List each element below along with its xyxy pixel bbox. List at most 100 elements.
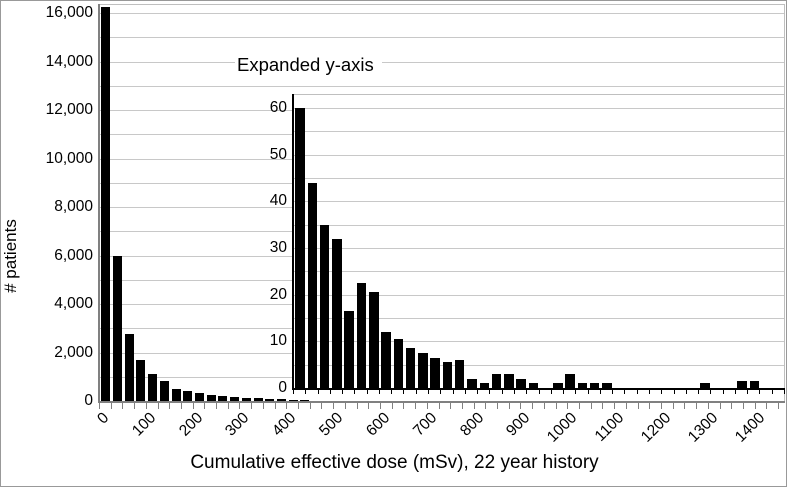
- inset-y-tick-label: 0: [278, 379, 287, 396]
- inset-gridline: [293, 154, 784, 156]
- main-x-tick: [426, 403, 428, 409]
- inset-y-tick-label: 50: [269, 145, 287, 163]
- inset-x-tick: [550, 390, 552, 394]
- inset-gridline: [293, 364, 784, 366]
- inset-bar: [356, 283, 367, 388]
- inset-x-tick: [526, 390, 528, 394]
- main-y-tick-label: 8,000: [54, 198, 93, 215]
- main-x-tick: [333, 403, 335, 409]
- main-x-tick: [216, 403, 218, 409]
- inset-x-tick: [685, 390, 687, 394]
- main-x-tick: [344, 403, 346, 409]
- inset-gridline: [293, 271, 784, 273]
- inset-bar: [442, 362, 453, 388]
- inset-bar: [405, 348, 416, 388]
- inset-bar: [418, 353, 428, 388]
- main-gridline: [99, 61, 784, 63]
- inset-gridline: [293, 318, 784, 319]
- main-y-tick-label: 4,000: [54, 295, 93, 312]
- inset-plot-border-top: [293, 94, 785, 95]
- main-x-tick: [614, 403, 616, 409]
- main-x-tick: [239, 403, 241, 409]
- main-x-tick: [251, 403, 253, 409]
- inset-gridline: [293, 294, 784, 296]
- inset-x-tick: [403, 390, 405, 394]
- inset-bar: [479, 383, 489, 388]
- main-gridline: [99, 37, 784, 39]
- inset-gridline: [293, 201, 784, 203]
- inset-bar: [528, 383, 539, 388]
- inset-gridline: [293, 108, 784, 109]
- main-y-axis-line: [98, 4, 100, 401]
- inset-x-tick: [759, 390, 761, 394]
- main-y-tick-label: 12,000: [45, 101, 93, 118]
- main-x-tick: [157, 403, 159, 409]
- main-x-tick: [286, 403, 288, 409]
- inset-x-tick: [612, 390, 614, 394]
- main-bar: [148, 374, 158, 401]
- main-x-tick: [497, 403, 499, 409]
- main-x-tick: [742, 403, 744, 409]
- main-x-tick: [696, 403, 698, 409]
- main-x-tick: [637, 403, 639, 409]
- inset-bar: [319, 224, 330, 388]
- main-x-tick: [379, 403, 381, 409]
- main-x-tick: [145, 403, 147, 409]
- inset-x-tick: [698, 390, 700, 394]
- main-x-tick: [543, 403, 545, 409]
- inset-x-tick: [624, 390, 626, 394]
- main-x-tick: [485, 403, 487, 409]
- main-x-tick: [532, 403, 534, 409]
- main-x-tick: [450, 403, 452, 409]
- main-x-tick: [298, 403, 300, 409]
- main-bar: [300, 399, 310, 401]
- main-x-tick: [180, 403, 182, 409]
- inset-bar: [344, 311, 354, 388]
- main-bar: [206, 394, 216, 401]
- main-bar: [288, 399, 298, 401]
- inset-bar: [577, 383, 588, 388]
- main-bar: [136, 359, 146, 401]
- main-x-tick: [274, 403, 276, 409]
- inset-bar: [504, 374, 514, 388]
- main-x-tick: [579, 403, 581, 409]
- main-x-tick: [321, 403, 323, 409]
- inset-x-tick: [636, 390, 638, 394]
- inset-bar: [369, 292, 379, 388]
- main-bar: [218, 396, 228, 401]
- inset-plot-border-right: [784, 94, 785, 388]
- main-bar: [230, 397, 240, 401]
- inset-x-tick: [293, 390, 294, 394]
- main-x-tick: [473, 403, 475, 409]
- inset-y-tick-label: 30: [269, 239, 287, 256]
- inset-x-tick: [329, 390, 331, 394]
- main-x-tick: [766, 403, 768, 409]
- main-x-tick: [520, 403, 522, 409]
- inset-x-tick: [366, 390, 368, 394]
- inset-y-tick-label: 20: [269, 285, 287, 303]
- main-x-tick: [122, 403, 124, 409]
- inset-x-tick: [661, 390, 663, 394]
- main-x-tick: [649, 403, 651, 409]
- inset-y-axis-line: [292, 94, 294, 388]
- main-bar: [195, 392, 205, 401]
- inset-x-tick: [734, 390, 736, 394]
- main-y-tick-label: 10,000: [45, 149, 93, 167]
- main-x-axis-line: [98, 401, 785, 403]
- inset-x-axis-line: [292, 388, 785, 390]
- main-bar: [241, 397, 251, 401]
- main-x-tick: [134, 403, 136, 409]
- main-x-tick: [99, 403, 100, 409]
- inset-x-tick: [673, 390, 675, 394]
- main-y-tick-label: 0: [84, 392, 93, 409]
- inset-bar: [454, 360, 465, 388]
- inset-x-tick: [489, 390, 491, 394]
- inset-x-tick: [440, 390, 442, 394]
- inset-x-tick: [587, 390, 589, 394]
- inset-x-tick: [415, 390, 417, 394]
- main-y-tick-label: 14,000: [45, 52, 93, 70]
- inset-x-tick: [501, 390, 503, 394]
- inset-x-tick: [342, 390, 344, 394]
- inset-x-tick: [771, 390, 773, 394]
